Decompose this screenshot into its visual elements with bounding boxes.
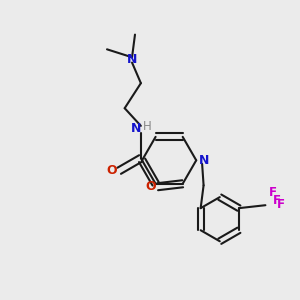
Text: H: H: [143, 120, 152, 133]
Text: F: F: [277, 198, 285, 211]
Text: F: F: [273, 194, 281, 207]
Text: O: O: [145, 180, 156, 193]
Text: O: O: [106, 164, 117, 177]
Text: F: F: [269, 186, 277, 199]
Text: N: N: [198, 154, 209, 167]
Text: N: N: [127, 53, 137, 66]
Text: N: N: [130, 122, 141, 135]
